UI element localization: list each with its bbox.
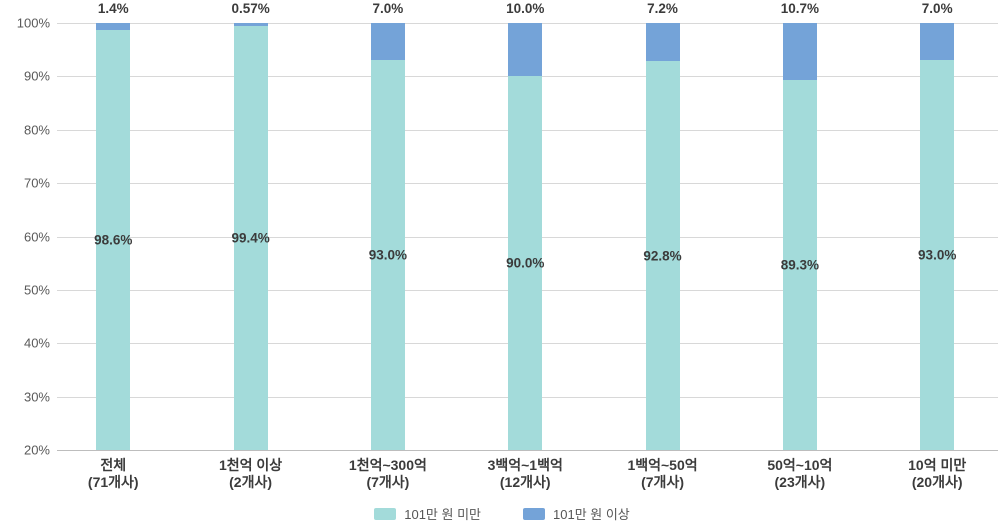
bar-segment-over [920, 23, 955, 61]
under-value-label: 89.3% [780, 257, 819, 273]
under-value-label: 93.0% [368, 247, 408, 263]
x-axis-category-label: 1천억~300억 (7개사) [318, 457, 458, 491]
over-value-label: 7.0% [921, 1, 953, 16]
category-name: 3백억~1백억 [487, 457, 563, 473]
bar-5: 92.8% [643, 23, 682, 450]
y-axis-tick-label: 100% [16, 15, 50, 31]
category-count: (2개사) [229, 474, 273, 490]
plot-area: 98.6% 99.4% 93.0% 90.0% 92.8% 89.3% 93.0% [57, 23, 998, 451]
category-name: 1천억~300억 [348, 457, 427, 473]
bar-segment-under: 90.0% [506, 76, 545, 450]
legend-item-over: 101만 원 이상 [523, 504, 630, 523]
over-value-label: 1.4% [97, 1, 129, 16]
bar-segment-over [645, 23, 680, 62]
y-axis-tick-label: 20% [23, 442, 50, 458]
x-axis-category-label: 50억~10억 (23개사) [730, 457, 870, 491]
bar-segment-under: 98.6% [94, 30, 133, 450]
category-count: (20개사) [911, 474, 963, 490]
y-axis-tick-label: 30% [23, 389, 50, 405]
category-count: (7개사) [366, 474, 410, 490]
bar-segment-over [370, 23, 405, 61]
gridline [57, 450, 998, 451]
under-value-label: 98.6% [94, 232, 133, 248]
under-value-label: 92.8% [643, 248, 682, 264]
category-name: 10억 미만 [908, 457, 967, 473]
over-value-label: 7.2% [647, 1, 678, 16]
category-name: 전체 [100, 457, 127, 473]
x-axis-category-label: 10억 미만 (20개사) [867, 457, 1004, 491]
under-value-label: 99.4% [231, 230, 270, 246]
over-value-label: 10.0% [506, 1, 545, 16]
y-axis-tick-label: 40% [23, 335, 50, 351]
x-axis-category-label: 1천억 이상 (2개사) [181, 457, 321, 491]
legend-swatch-under-icon [374, 507, 397, 520]
bar-segment-over [508, 23, 543, 77]
over-value-label: 10.7% [780, 1, 819, 16]
legend-swatch-over-icon [523, 507, 545, 520]
bar-3: 93.0% [368, 23, 408, 450]
y-axis-tick-label: 50% [23, 282, 50, 298]
bar-2: 99.4% [231, 23, 270, 450]
under-value-label: 90.0% [506, 255, 545, 271]
x-axis-category-label: 3백억~1백억 (12개사) [455, 457, 595, 491]
over-value-label: 0.57% [231, 1, 270, 16]
category-count: (12개사) [499, 474, 551, 490]
category-name: 50억~10억 [767, 457, 833, 473]
category-name: 1백억~50억 [627, 457, 698, 473]
category-count: (23개사) [774, 474, 826, 490]
bar-segment-under: 93.0% [368, 60, 408, 450]
bar-segment-under: 89.3% [780, 80, 819, 450]
bar-segment-under: 93.0% [918, 60, 957, 450]
bar-segment-under: 99.4% [231, 26, 270, 450]
bar-6: 89.3% [780, 23, 819, 450]
legend-label-under: 101만 원 미만 [404, 507, 481, 522]
y-axis-tick-label: 80% [23, 122, 50, 138]
bar-segment-over [233, 23, 268, 27]
bar-1: 98.6% [94, 23, 133, 450]
legend: 101만 원 미만 101만 원 이상 [0, 504, 1004, 523]
y-axis-tick-label: 90% [23, 68, 50, 84]
category-name: 1천억 이상 [218, 457, 283, 473]
bar-4: 90.0% [506, 23, 545, 450]
x-axis-category-label: 1백억~50억 (7개사) [593, 457, 733, 491]
bar-7: 93.0% [918, 23, 957, 450]
x-axis-category-label: 전체 (71개사) [43, 457, 183, 491]
over-value-label: 7.0% [372, 1, 404, 16]
y-axis-tick-label: 70% [23, 175, 50, 191]
legend-label-over: 101만 원 이상 [553, 507, 630, 522]
legend-item-under: 101만 원 미만 [374, 504, 481, 523]
bar-segment-under: 92.8% [643, 61, 682, 450]
bar-segment-over [782, 23, 817, 81]
bar-segment-over [96, 23, 131, 31]
category-count: (71개사) [87, 474, 139, 490]
under-value-label: 93.0% [918, 247, 957, 263]
category-count: (7개사) [641, 474, 684, 490]
y-axis-tick-label: 60% [23, 229, 50, 244]
